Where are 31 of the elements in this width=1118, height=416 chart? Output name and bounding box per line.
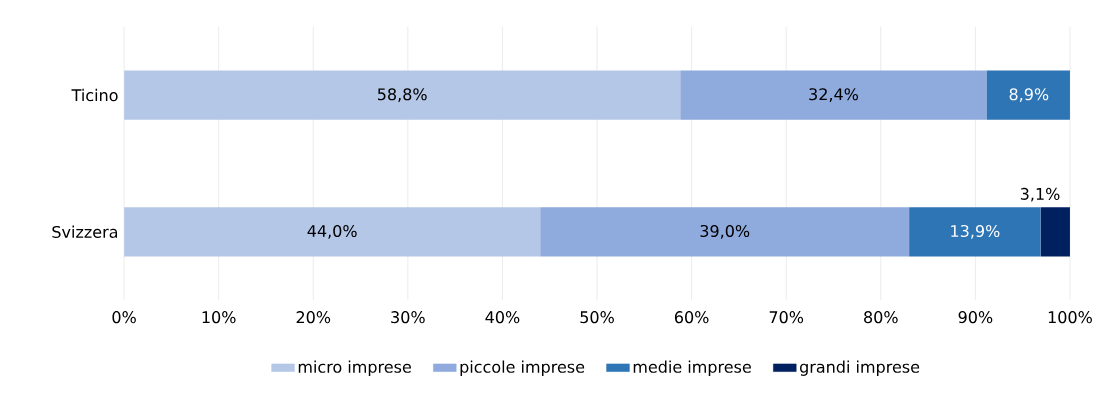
data-label: 44,0%	[307, 224, 357, 239]
bar	[124, 207, 541, 257]
data-label: 8,9%	[1009, 88, 1049, 102]
y-tick-label: Svizzera	[52, 225, 118, 238]
legend-label: piccole imprese	[460, 360, 585, 376]
data-label: 3,1%	[1020, 187, 1060, 202]
bar	[986, 70, 1070, 120]
x-tick-label: 20%	[296, 311, 331, 324]
data-label: 58,8%	[377, 88, 427, 102]
bar	[680, 70, 987, 120]
data-label: 13,9%	[951, 224, 1000, 239]
data-label: 32,4%	[809, 88, 859, 102]
bar	[124, 70, 681, 120]
x-tick-label: 60%	[674, 311, 709, 324]
x-tick-label: 70%	[769, 311, 804, 324]
y-tick-label: Ticino	[71, 88, 118, 102]
x-tick-label: 30%	[391, 311, 425, 324]
bar	[909, 207, 1041, 257]
x-tick-label: 40%	[485, 311, 520, 324]
x-tick-label: 0%	[112, 311, 136, 324]
x-tick-label: 10%	[202, 311, 236, 324]
data-label: 39,0%	[700, 224, 750, 239]
x-tick-label: 50%	[580, 311, 614, 324]
bar	[540, 207, 910, 257]
x-tick-label: 90%	[958, 311, 993, 324]
legend-label: grandi imprese	[799, 360, 920, 376]
x-tick-label: 100%	[1048, 311, 1092, 324]
legend-label: micro imprese	[298, 360, 411, 376]
legend-label: medie imprese	[633, 360, 751, 376]
bar	[1040, 207, 1070, 257]
x-tick-label: 80%	[864, 311, 898, 324]
